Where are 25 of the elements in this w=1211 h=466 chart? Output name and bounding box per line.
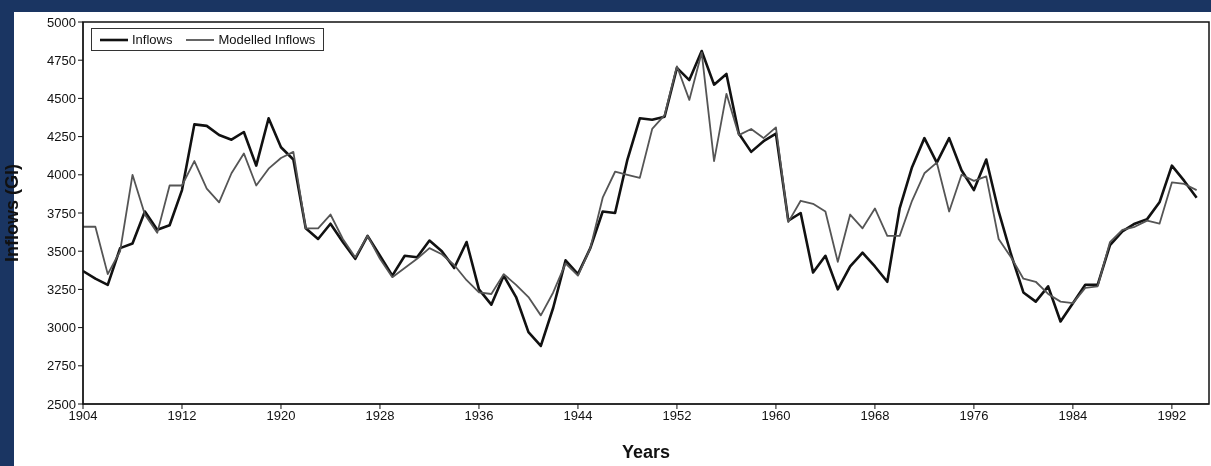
x-tick-label: 1912 xyxy=(167,408,197,424)
y-tick-label: 4750 xyxy=(47,52,76,68)
x-tick-label: 1936 xyxy=(464,408,494,424)
x-tick-label: 1928 xyxy=(365,408,395,424)
x-tick-label: 1920 xyxy=(266,408,296,424)
y-axis-title: Inflows (Gl) xyxy=(2,164,23,262)
x-tick-label: 1968 xyxy=(860,408,890,424)
y-tick-label: 3750 xyxy=(47,205,76,221)
x-tick-label: 1960 xyxy=(761,408,791,424)
y-tick-label: 5000 xyxy=(47,14,76,30)
legend-label: Inflows xyxy=(132,32,173,47)
legend-label: Modelled Inflows xyxy=(218,32,316,47)
x-axis-title: Years xyxy=(621,442,671,462)
y-tick-label: 3250 xyxy=(47,282,76,298)
x-tick-label: 1984 xyxy=(1058,408,1088,424)
x-tick-label: 1992 xyxy=(1157,408,1187,424)
y-tick-label: 4250 xyxy=(47,129,76,145)
x-tick-label: 1944 xyxy=(563,408,593,424)
y-tick-label: 4000 xyxy=(47,167,76,183)
y-tick-label: 4500 xyxy=(47,91,76,107)
y-tick-label: 3000 xyxy=(47,320,76,336)
x-tick-label: 1952 xyxy=(662,408,692,424)
y-tick-label: 2750 xyxy=(47,358,76,374)
y-tick-label: 3500 xyxy=(47,243,76,259)
x-tick-label: 1976 xyxy=(959,408,989,424)
